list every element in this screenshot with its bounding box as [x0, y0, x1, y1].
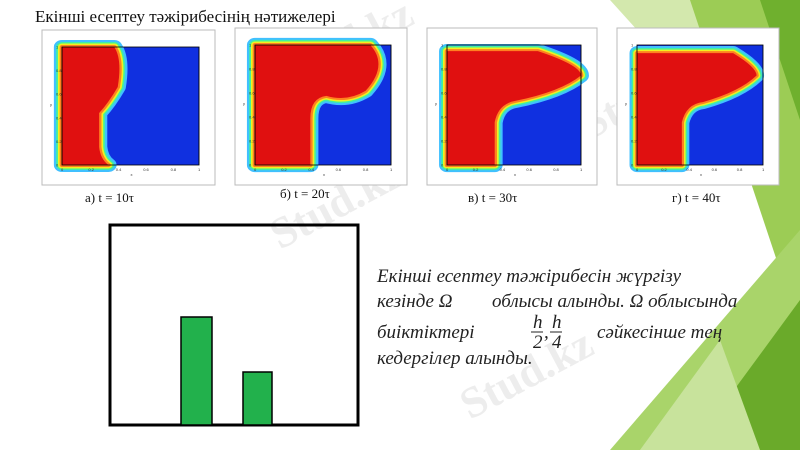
heatmap	[246, 37, 392, 173]
y-axis-label: y	[243, 101, 245, 106]
y-tick-label: 0.6	[56, 92, 62, 97]
frac-den: 4	[552, 332, 562, 353]
obstacle	[180, 316, 213, 426]
x-tick-label: 0.2	[281, 167, 287, 172]
axis-box	[254, 44, 392, 166]
y-tick-label: 0	[631, 163, 634, 168]
y-tick-label: 1	[56, 45, 59, 50]
y-tick-label: 0.6	[441, 91, 447, 96]
heatmap	[629, 44, 765, 173]
caption: г) t = 40τ	[672, 190, 721, 205]
x-tick-label: 0	[636, 167, 639, 172]
x-tick-label: 0.8	[363, 167, 369, 172]
decor	[640, 340, 760, 450]
text-line: кезінде Ω	[377, 291, 453, 312]
x-tick-label: 0.6	[336, 167, 342, 172]
y-tick-label: 0.2	[56, 139, 62, 144]
x-tick-label: 0.6	[712, 167, 718, 172]
y-tick-label: 0	[441, 163, 444, 168]
y-tick-label: 0.2	[631, 139, 637, 144]
y-tick-label: 0.4	[249, 115, 255, 120]
x-axis-label: x	[514, 172, 516, 177]
x-tick-label: 0.2	[661, 167, 667, 172]
axis-box	[61, 46, 200, 166]
caption: б) t = 20τ	[280, 186, 330, 201]
x-axis-label: x	[323, 172, 325, 177]
y-axis-label: y	[435, 101, 437, 106]
y-tick-label: 0.4	[56, 115, 62, 120]
y-tick-label: 0.4	[631, 115, 637, 120]
x-tick-label: 0.6	[143, 167, 149, 172]
x-tick-label: 0	[61, 167, 64, 172]
hot-region	[637, 53, 757, 166]
caption: а) t = 10τ	[85, 190, 134, 205]
y-tick-label: 0.2	[249, 139, 255, 144]
x-tick-label: 0.8	[553, 167, 559, 172]
y-tick-label: 0.2	[441, 139, 447, 144]
frac-num: h	[552, 312, 562, 333]
title: Екінші есептеу тәжірибесінің нәтижелері	[35, 7, 336, 26]
hot-region	[62, 47, 120, 165]
hot-region	[255, 45, 379, 165]
x-tick-label: 0.6	[526, 167, 532, 172]
obstacle	[242, 371, 273, 426]
hot-region	[447, 51, 581, 165]
frac-sep: ,	[544, 322, 549, 343]
y-tick-label: 1	[441, 43, 444, 48]
x-tick-label: 0	[446, 167, 449, 172]
y-tick-label: 0.8	[249, 67, 255, 72]
y-tick-label: 0.4	[441, 115, 447, 120]
text-line: кедергілер алынды.	[377, 348, 533, 369]
y-tick-label: 1	[249, 43, 252, 48]
x-tick-label: 0	[254, 167, 257, 172]
y-tick-label: 0.6	[631, 91, 637, 96]
heatmap	[53, 40, 200, 172]
frac-den: 2	[533, 332, 543, 353]
heatmap	[439, 43, 589, 173]
y-tick-label: 0	[56, 163, 59, 168]
y-tick-label: 0.8	[631, 67, 637, 72]
x-tick-label: 0.2	[473, 167, 479, 172]
x-tick-label: 0.2	[88, 167, 94, 172]
y-axis-label: y	[50, 102, 52, 107]
y-axis-label: y	[625, 101, 627, 106]
x-tick-label: 1	[390, 167, 393, 172]
x-tick-label: 0.4	[308, 167, 314, 172]
x-tick-label: 0.8	[171, 167, 177, 172]
axis-box	[636, 44, 764, 166]
caption: в) t = 30τ	[468, 190, 517, 205]
domain-box	[108, 223, 360, 427]
x-axis-label: x	[700, 172, 702, 177]
x-tick-label: 1	[762, 167, 765, 172]
y-tick-label: 0.8	[441, 67, 447, 72]
y-tick-label: 0.6	[249, 91, 255, 96]
x-tick-label: 0.8	[737, 167, 743, 172]
x-tick-label: 0.4	[116, 167, 122, 172]
frac-num: h	[533, 312, 543, 333]
x-tick-label: 1	[198, 167, 201, 172]
x-tick-label: 1	[580, 167, 583, 172]
x-tick-label: 0.4	[500, 167, 506, 172]
y-tick-label: 0	[249, 163, 252, 168]
axis-box	[446, 44, 582, 166]
text-line: облысы алынды. Ω облысында	[492, 291, 737, 312]
text-line: Екінші есептеу тәжірибесін жүргізу	[376, 266, 682, 287]
y-tick-label: 0.8	[56, 68, 62, 73]
x-tick-label: 0.4	[686, 167, 692, 172]
y-tick-label: 1	[631, 43, 634, 48]
text-line: сәйкесінше тең	[597, 322, 722, 343]
x-axis-label: x	[131, 172, 133, 177]
text-line: биіктіктері	[377, 322, 475, 343]
